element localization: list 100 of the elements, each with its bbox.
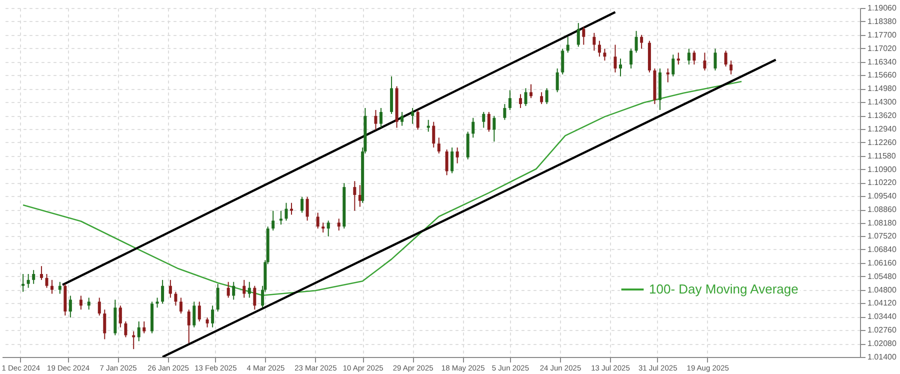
candlestick: [124, 320, 128, 338]
candlestick: [556, 68, 559, 93]
candlestick: [630, 48, 633, 69]
candlestick: [26, 274, 30, 288]
y-tick-label: 1.04800: [868, 285, 897, 294]
candlestick: [226, 281, 230, 298]
candlestick: [316, 212, 320, 230]
candlestick: [576, 22, 580, 48]
y-tick-label: 1.14300: [868, 98, 897, 107]
candlestick: [530, 84, 533, 99]
y-tick-label: 1.09540: [868, 192, 897, 201]
candlestick: [98, 297, 101, 316]
y-tick-label: 1.10220: [868, 178, 897, 188]
candlestick: [692, 50, 696, 66]
candlestick: [618, 58, 622, 77]
candlestick: [566, 36, 570, 54]
candlestick: [306, 196, 309, 222]
candlestick: [466, 131, 470, 160]
candlestick: [206, 316, 209, 328]
y-tick-label: 1.16340: [868, 57, 897, 66]
candlestick: [353, 180, 356, 212]
candlestick: [379, 107, 382, 128]
y-tick-label: 1.14980: [868, 84, 897, 94]
candlestick: [168, 279, 172, 298]
candlestick: [508, 90, 512, 110]
candlestick: [174, 291, 178, 306]
candlestick: [40, 266, 43, 280]
y-tick-label: 1.06160: [868, 258, 897, 268]
candlestick: [561, 48, 564, 75]
candlestick: [79, 295, 82, 310]
candlestick: [198, 301, 201, 322]
candlestick: [492, 115, 496, 142]
candlestick: [676, 52, 680, 66]
candlestick: [58, 281, 62, 294]
candlestick: [326, 220, 330, 237]
candlestick: [445, 148, 448, 176]
candlestick: [50, 279, 54, 294]
legend-label: 100- Day Moving Average: [649, 282, 798, 296]
candlestick: [216, 283, 220, 312]
candlestick: [161, 279, 164, 304]
y-tick-label: 1.01400: [868, 352, 897, 362]
y-tick-label: 1.08180: [868, 218, 897, 228]
candlestick: [714, 48, 717, 71]
candlestick: [87, 297, 90, 310]
candlestick: [640, 34, 644, 50]
y-tick-label: 1.11580: [868, 151, 896, 160]
candlestick: [545, 88, 548, 105]
candlestick: [103, 309, 106, 340]
y-tick-label: 1.03440: [868, 312, 897, 322]
candlestick: [179, 297, 182, 314]
candlestick: [272, 210, 275, 232]
candlestick: [437, 137, 440, 154]
candlestick: [518, 94, 522, 108]
y-tick-label: 1.02760: [868, 326, 897, 335]
candlestick: [687, 48, 690, 66]
candlestick: [614, 44, 617, 73]
candlestick: [211, 305, 214, 328]
candlestick: [322, 222, 325, 233]
candlestick: [487, 111, 490, 132]
y-tick-label: 1.17700: [868, 30, 897, 40]
candlestick: [672, 54, 675, 77]
candlestick: [540, 92, 544, 105]
candlestick: [524, 88, 528, 107]
y-tick-label: 1.10900: [868, 164, 897, 174]
y-tick-label: 1.12260: [868, 138, 897, 147]
y-tick-label: 1.19060: [868, 4, 897, 12]
candlestick: [156, 297, 159, 308]
candlestick: [400, 111, 404, 126]
candlestick: [253, 285, 256, 310]
candlestick: [137, 320, 140, 342]
y-tick-label: 1.05480: [868, 272, 897, 281]
candlestick: [724, 50, 728, 67]
candlestick: [426, 119, 430, 132]
y-tick-label: 1.12940: [868, 124, 897, 134]
candlestick: [248, 281, 251, 298]
candlestick: [472, 117, 475, 138]
candlestick: [450, 147, 454, 174]
candlestick: [634, 30, 638, 54]
candlestick: [142, 320, 146, 334]
candlestick: [703, 52, 706, 71]
candlestick: [187, 309, 190, 344]
y-tick-label: 1.18380: [868, 16, 897, 26]
candlestick: [482, 111, 486, 128]
y-tick-label: 1.08860: [868, 205, 897, 214]
candlestick: [279, 210, 282, 226]
candlestick: [411, 107, 414, 124]
candlestick: [45, 274, 48, 288]
candlestick: [290, 202, 294, 216]
candlestick: [416, 109, 420, 130]
candlestick: [598, 40, 601, 58]
candlestick: [300, 196, 304, 214]
y-tick-label: 1.17020: [868, 44, 897, 53]
candlestick: [374, 109, 378, 130]
candlestick: [592, 32, 596, 52]
y-tick-label: 1.15660: [868, 70, 897, 80]
candlestick: [582, 26, 586, 46]
y-tick-label: 1.02080: [868, 339, 897, 348]
candlestick: [192, 301, 196, 328]
candlestick: [232, 281, 236, 300]
y-tick-label: 1.13620: [868, 111, 897, 120]
